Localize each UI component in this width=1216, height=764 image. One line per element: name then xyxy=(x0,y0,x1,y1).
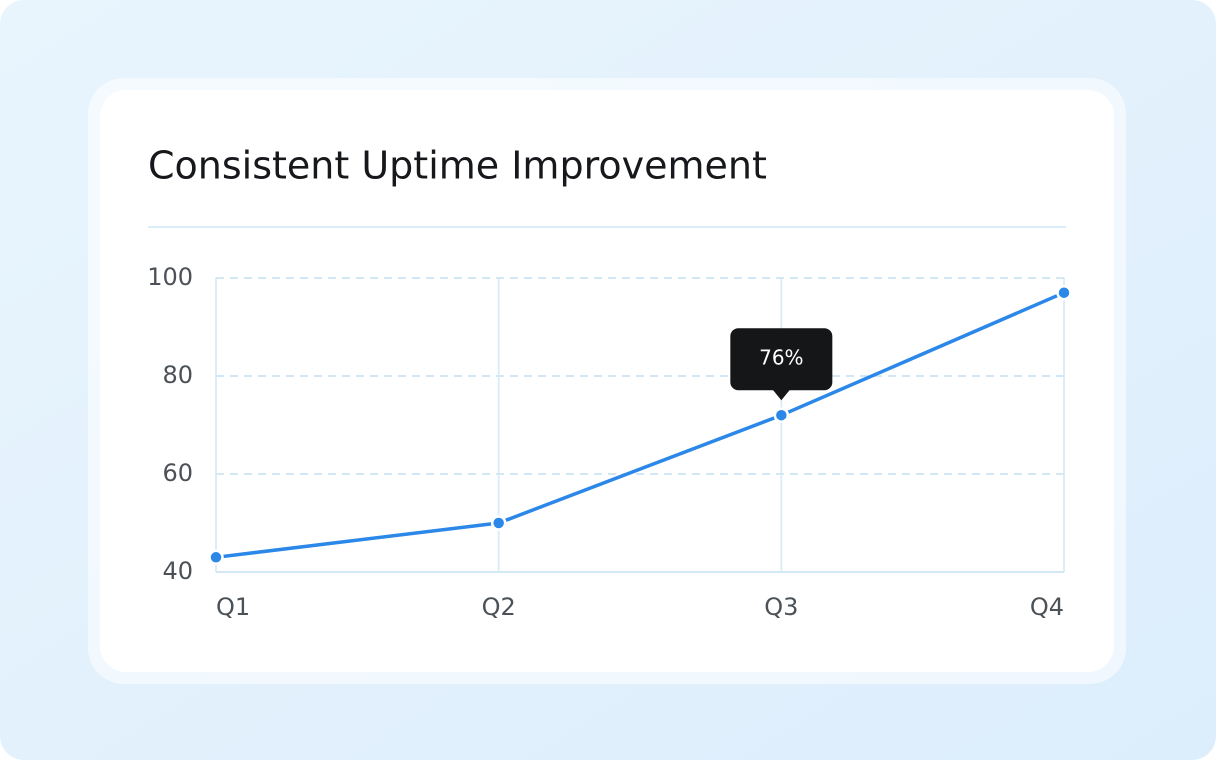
point xyxy=(208,549,224,566)
line xyxy=(215,291,1065,560)
chart-title: Consistent Uptime Improvement xyxy=(148,144,767,188)
card xyxy=(100,90,1114,672)
point xyxy=(1056,284,1072,301)
x-tick-label: Q2 xyxy=(482,593,516,621)
x-tick-label: Q4 xyxy=(1030,593,1064,621)
x-tick-label: Q1 xyxy=(216,593,250,621)
y-tick-label: 40 xyxy=(162,557,193,585)
y-tick-label: 60 xyxy=(162,459,193,487)
point xyxy=(773,407,790,423)
tooltip-text: 76% xyxy=(759,346,803,370)
tooltip-pointer xyxy=(772,389,791,401)
point xyxy=(490,515,507,531)
x-tick-label: Q3 xyxy=(764,593,798,621)
y-tick-label: 100 xyxy=(147,263,193,291)
tooltip xyxy=(730,328,833,391)
y-tick-label: 80 xyxy=(162,361,193,389)
